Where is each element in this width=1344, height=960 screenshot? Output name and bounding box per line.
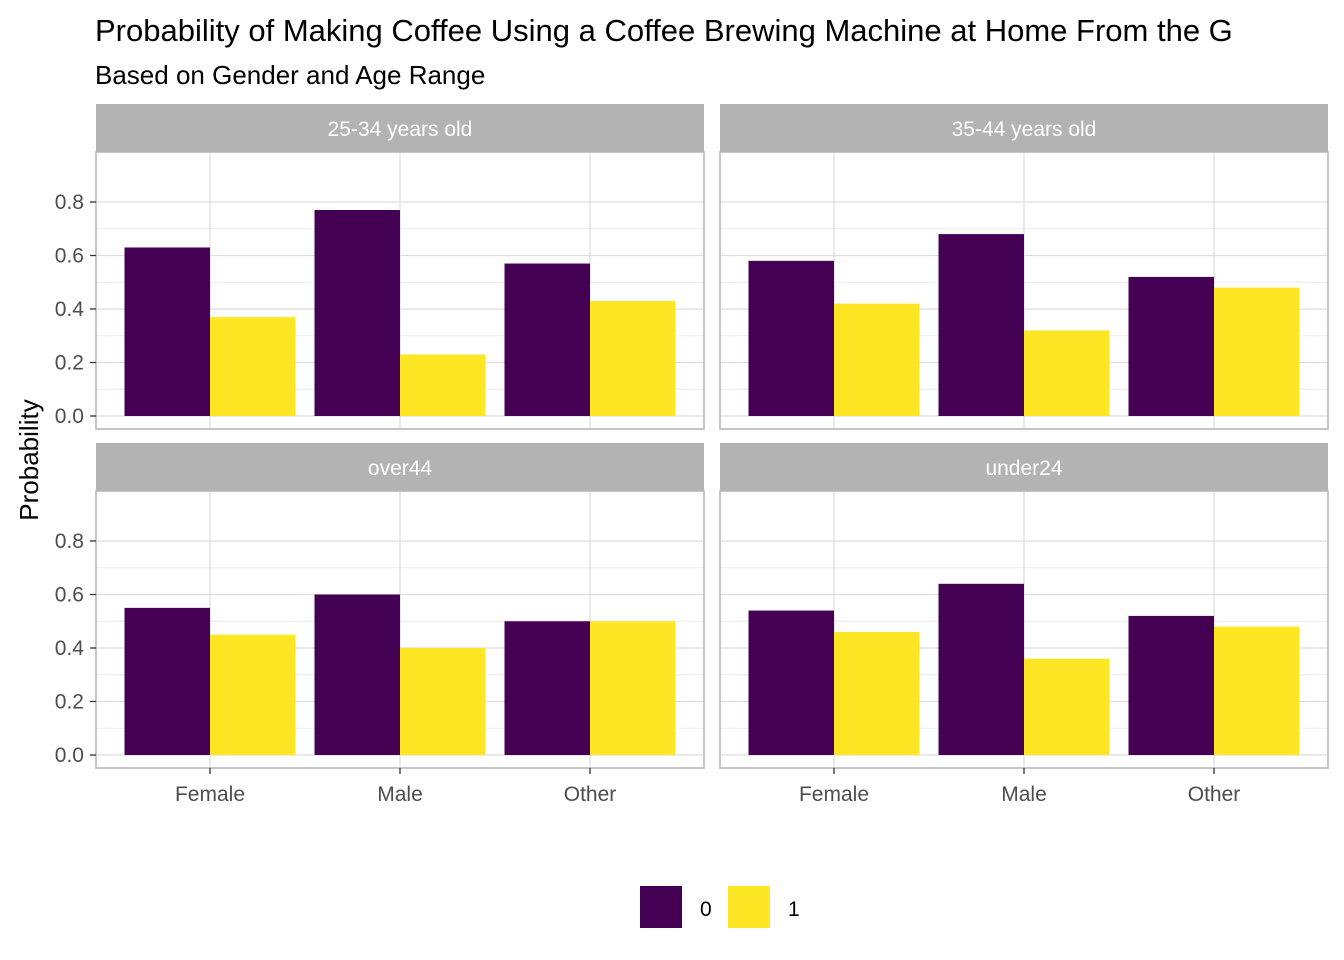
panel-border [95, 151, 705, 430]
facet-strip [720, 443, 1328, 491]
y-tick-label: 0.2 [55, 352, 84, 375]
y-tick-label: 0.8 [55, 191, 84, 214]
facet-label: 25-34 years old [328, 118, 473, 141]
legend-key [640, 886, 682, 928]
bar [400, 354, 486, 416]
x-tick-label: Female [799, 783, 869, 806]
legend-key [728, 886, 770, 928]
y-tick-label: 0.4 [55, 637, 85, 660]
bar [748, 260, 834, 416]
facet-strip [96, 104, 704, 152]
facet-panel: 25-34 years old 0.0 0.2 0.4 0.6 0.8 [55, 104, 705, 430]
chart-title: Probability of Making Coffee Using a Cof… [95, 13, 1233, 48]
bar [210, 634, 296, 755]
bar [748, 610, 834, 755]
bar [124, 247, 210, 416]
bar [504, 621, 590, 755]
chart-subtitle: Based on Gender and Age Range [95, 60, 485, 90]
y-tick-label: 0.2 [55, 691, 84, 714]
facet-strip [96, 443, 704, 491]
x-tick-label: Male [377, 783, 423, 806]
bar [210, 317, 296, 416]
y-tick-label: 0.6 [55, 245, 84, 268]
panel-border [719, 151, 1329, 430]
bar [314, 210, 400, 416]
facet-label: over44 [368, 457, 433, 480]
y-tick-label: 0.0 [55, 744, 84, 767]
x-tick-label: Female [175, 783, 245, 806]
bar [1024, 330, 1110, 416]
bar [834, 631, 920, 755]
bar [938, 583, 1024, 755]
y-tick-label: 0.8 [55, 530, 84, 553]
bar [590, 300, 676, 416]
x-tick-label: Other [564, 783, 617, 806]
x-tick-label: Male [1001, 783, 1047, 806]
bar [590, 621, 676, 755]
bar [1128, 276, 1214, 416]
facet-panel: over44 0.0 0.2 0.4 0.6 0.8 Female Male Other [55, 443, 705, 806]
x-tick-label: Other [1188, 783, 1241, 806]
bar [124, 607, 210, 755]
bar [938, 234, 1024, 416]
y-tick-label: 0.6 [55, 584, 84, 607]
facets-layer: 25-34 years old 0.0 0.2 0.4 0.6 0.8 35-44 year… [55, 104, 1329, 806]
bar [834, 303, 920, 416]
facet-label: 35-44 years old [952, 118, 1097, 141]
bar [314, 594, 400, 755]
facet-label: under24 [985, 457, 1062, 480]
facet-panel: under24 Female Male Other [719, 443, 1329, 806]
bar [1128, 615, 1214, 755]
bar [1024, 658, 1110, 755]
facet-strip [720, 104, 1328, 152]
y-tick-label: 0.4 [55, 298, 85, 321]
y-axis-label: Probability [14, 399, 44, 520]
legend-label: 1 [788, 898, 800, 921]
facet-panel: 35-44 years old [719, 104, 1329, 430]
bar [1214, 626, 1300, 755]
bar [1214, 287, 1300, 416]
legend-label: 0 [700, 898, 712, 921]
y-tick-label: 0.0 [55, 405, 84, 428]
bar [400, 648, 486, 755]
bar [504, 263, 590, 416]
